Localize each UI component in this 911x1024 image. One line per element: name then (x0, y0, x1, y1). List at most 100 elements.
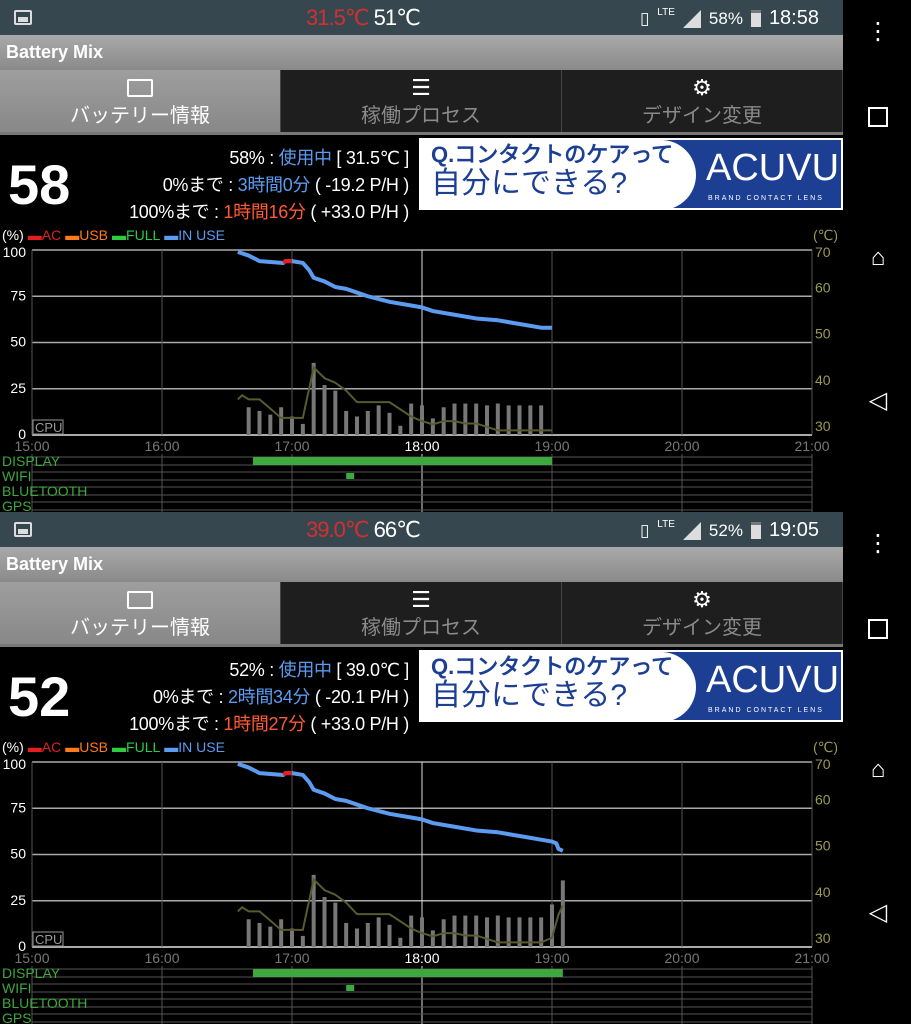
more-vert-icon[interactable]: ⋮ (866, 529, 890, 557)
cpu-bar (430, 418, 435, 435)
cpu-bar (322, 385, 327, 435)
info-to-empty-line: 0%まで : 3時間0分 ( -19.2 P/H ) (129, 172, 410, 199)
ac-charging-segment (282, 259, 292, 265)
back-icon: ◁ (868, 386, 888, 414)
back-icon: ◁ (868, 898, 888, 926)
cpu-bar (517, 405, 522, 435)
cpu-bar (506, 917, 511, 947)
right-axis-unit: (℃) (813, 739, 839, 755)
tab-label: バッテリー情報 (70, 105, 210, 127)
cpu-bar (528, 405, 533, 435)
y-tick-right: 50 (815, 838, 831, 854)
cpu-bar (300, 423, 305, 435)
x-tick: 18:00 (404, 438, 439, 454)
cpu-temp: 66℃ (373, 517, 421, 542)
cpu-bar (311, 362, 316, 435)
tab-design[interactable]: ⚙ デザイン変更 (562, 70, 843, 132)
cpu-bar (333, 390, 338, 435)
cpu-label-box (32, 931, 64, 947)
info-status-line: 52% : 使用中 [ 39.0℃ ] (129, 657, 409, 684)
battery-icon (127, 79, 153, 97)
label: 100%まで : (129, 202, 224, 222)
chart-legend: (%) ▬AC ▬USB ▬FULL ▬IN USE (2, 227, 229, 243)
right-axis-unit: (℃) (813, 227, 839, 243)
track-on-bar (346, 985, 355, 991)
y-tick-right: 60 (815, 279, 831, 295)
cpu-bar (322, 897, 327, 947)
track-label: BLUETOOTH (2, 995, 87, 1011)
cpu-bar (376, 405, 381, 435)
status-temps: 31.5℃ 51℃ (306, 5, 421, 31)
tab-bar: バッテリー情報 ☰ 稼働プロセス ⚙ デザイン変更 (0, 70, 843, 135)
recents-button[interactable] (865, 104, 891, 130)
back-button[interactable]: ◁ (865, 898, 891, 926)
battery-mix-screen: 31.5℃ 51℃ ▯ LTE 58% 18:58 Battery Mix バッ… (0, 0, 843, 512)
battery-line (237, 761, 564, 853)
app-title: Battery Mix (0, 547, 843, 582)
cpu-bar (560, 880, 565, 947)
time-to-empty: 3時間0分 (237, 175, 311, 195)
battery-chart: 100 70 75 60 50 50 25 40 0 30 15:00 16:00 17:00 18:00… (2, 244, 831, 512)
cpu-bar (517, 917, 522, 947)
cpu-bar (300, 935, 305, 947)
cpu-bar (398, 425, 403, 435)
battery-level: 52 (8, 665, 71, 728)
legend-item: ▬FULL (112, 739, 161, 755)
x-tick: 20:00 (664, 950, 699, 966)
cpu-bar (355, 928, 359, 947)
x-tick: 16:00 (144, 950, 179, 966)
cpu-bar (463, 403, 468, 435)
y-tick-right: 30 (815, 930, 831, 946)
cpu-bar (485, 917, 489, 947)
image-notification-icon (14, 10, 32, 25)
square-icon (868, 619, 888, 639)
y-tick-left: 100 (3, 244, 27, 260)
label: 58% : (229, 148, 279, 168)
cpu-bar (452, 403, 457, 435)
label: 100%まで : (129, 714, 224, 734)
legend-item: ▬IN USE (164, 739, 225, 755)
track-label: DISPLAY (2, 965, 61, 981)
x-tick: 21:00 (794, 438, 829, 454)
battery-icon (750, 522, 761, 539)
home-icon: ⌂ (870, 756, 886, 783)
y-tick-left: 25 (10, 892, 26, 908)
more-vert-icon[interactable]: ⋮ (866, 17, 890, 45)
back-button[interactable]: ◁ (865, 386, 891, 414)
recents-button[interactable] (865, 616, 891, 642)
temp: [ 31.5℃ ] (331, 148, 409, 168)
tab-battery-info[interactable]: バッテリー情報 (0, 70, 281, 132)
tab-battery-info[interactable]: バッテリー情報 (0, 582, 281, 644)
x-tick: 17:00 (274, 950, 309, 966)
charge-rate: ( +33.0 P/H ) (305, 714, 409, 734)
cpu-bar (355, 416, 359, 435)
home-button[interactable]: ⌂ (865, 244, 891, 271)
image-notification-icon (14, 522, 32, 537)
info-to-full-line: 100%まで : 1時間16分 ( +33.0 P/H ) (129, 199, 409, 226)
x-tick: 17:00 (274, 438, 309, 454)
cpu-bar (290, 416, 294, 435)
track-label: DISPLAY (2, 453, 61, 469)
tab-design[interactable]: ⚙ デザイン変更 (562, 582, 843, 644)
square-icon (868, 107, 888, 127)
home-button[interactable]: ⌂ (865, 756, 891, 783)
tab-processes[interactable]: ☰ 稼働プロセス (281, 70, 562, 132)
info-to-full-line: 100%まで : 1時間27分 ( +33.0 P/H ) (129, 711, 409, 738)
list-icon: ☰ (411, 587, 431, 612)
y-tick-right: 60 (815, 791, 831, 807)
battery-temp: 31.5℃ (306, 5, 370, 30)
discharge-rate: ( -19.2 P/H ) (310, 175, 409, 195)
time-to-empty: 2時間34分 (227, 687, 311, 707)
status-bar: 31.5℃ 51℃ ▯ LTE 58% 18:58 (0, 0, 843, 35)
legend-item: ▬AC (27, 739, 62, 755)
label: 0%まで : (162, 175, 238, 195)
y-tick-left: 100 (3, 756, 27, 772)
tab-processes[interactable]: ☰ 稼働プロセス (281, 582, 562, 644)
cpu-bar (485, 405, 489, 435)
home-icon: ⌂ (870, 244, 886, 271)
battery-percent: 52% (708, 520, 743, 540)
track-on-bar (346, 473, 355, 479)
status-temps: 39.0℃ 66℃ (306, 517, 421, 543)
